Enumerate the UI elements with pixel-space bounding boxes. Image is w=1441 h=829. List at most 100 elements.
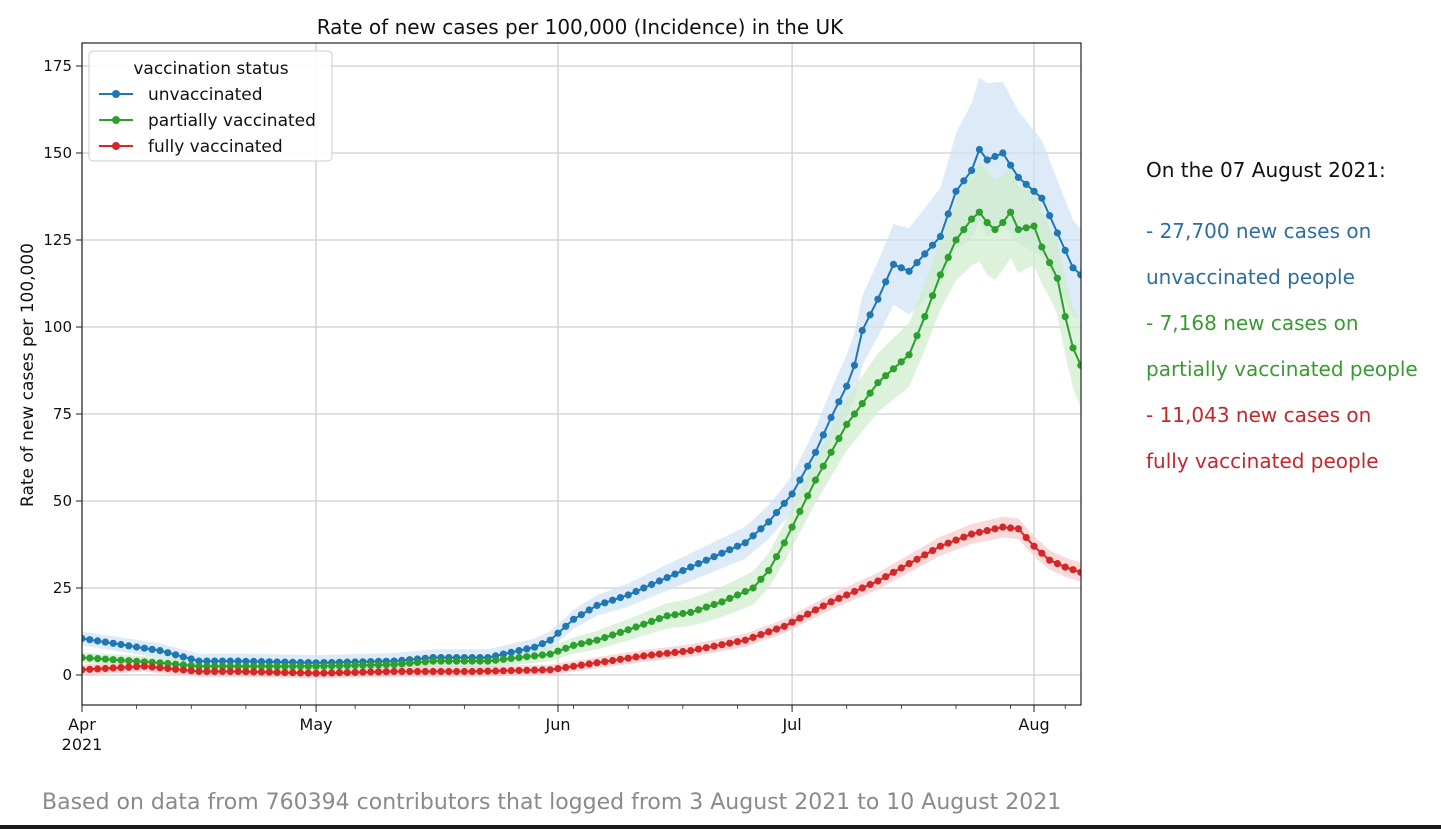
data-point (1069, 344, 1077, 352)
data-point (960, 226, 968, 234)
data-point (367, 668, 375, 676)
data-point (179, 653, 187, 661)
data-point (577, 640, 586, 648)
data-point (1093, 355, 1100, 362)
data-point (648, 651, 656, 659)
x-tick-label: Apr (68, 715, 96, 734)
data-point (866, 311, 874, 319)
legend-title: vaccination status (133, 59, 288, 79)
data-point (203, 662, 211, 670)
data-point (624, 626, 632, 634)
annotation-panel: On the 07 August 2021: - 27,700 new case… (1146, 150, 1436, 484)
data-point (991, 525, 999, 533)
data-point (702, 644, 710, 652)
data-point (468, 667, 476, 676)
data-point (788, 523, 796, 531)
data-point (975, 208, 984, 216)
confidence-band (82, 77, 1081, 671)
data-point (1030, 187, 1038, 195)
data-point (374, 661, 383, 669)
annotation-line-unvaccinated-count: - 27,700 new cases on (1146, 219, 1372, 243)
data-point (554, 647, 562, 655)
data-point (546, 666, 554, 674)
data-point (640, 652, 648, 660)
data-point (655, 577, 664, 585)
data-point (983, 156, 991, 164)
data-point (913, 332, 921, 340)
data-point (570, 615, 578, 623)
data-point (757, 575, 765, 583)
data-point (663, 574, 671, 582)
bottom-divider (0, 825, 1441, 829)
data-point (101, 638, 109, 646)
data-point (655, 650, 664, 658)
data-point (913, 259, 921, 267)
data-point (203, 657, 211, 665)
data-point (507, 667, 515, 675)
data-point (843, 420, 851, 428)
data-point (367, 661, 375, 669)
data-point (546, 650, 554, 658)
data-point (390, 661, 398, 669)
data-point (960, 533, 968, 541)
data-point (975, 528, 984, 536)
data-point (484, 667, 492, 675)
data-point (991, 152, 999, 161)
data-point (804, 462, 812, 470)
data-point (94, 655, 102, 663)
data-point (492, 667, 500, 675)
data-point (921, 250, 929, 258)
data-point (242, 668, 250, 676)
data-point (148, 645, 156, 654)
data-point (694, 606, 703, 614)
data-point (874, 577, 882, 585)
data-point (562, 663, 570, 672)
data-point (1069, 566, 1077, 574)
data-point (1077, 568, 1081, 576)
data-point (929, 292, 937, 300)
data-point (390, 667, 398, 676)
data-point (952, 187, 960, 195)
data-point (663, 612, 671, 620)
data-point (195, 662, 203, 670)
data-point (445, 657, 453, 665)
data-point (554, 629, 562, 637)
data-point (616, 628, 625, 637)
data-point (835, 434, 843, 442)
data-point (1101, 320, 1108, 327)
data-point (655, 615, 664, 623)
data-point (718, 549, 726, 557)
data-point (632, 587, 640, 596)
data-point (772, 508, 781, 517)
data-point (1061, 246, 1069, 254)
data-point (1007, 161, 1015, 169)
data-point (406, 667, 414, 676)
annotation-line-fully-count: - 11,043 new cases on (1146, 403, 1372, 427)
data-point (1007, 208, 1015, 216)
data-point (609, 631, 617, 639)
y-axis-label: Rate of new cases per 100,000 (18, 243, 38, 507)
data-point (889, 260, 898, 268)
data-point (952, 536, 960, 544)
data-point (296, 662, 305, 670)
data-point (1053, 229, 1061, 237)
data-point (827, 448, 835, 456)
data-point (117, 640, 125, 649)
data-point (289, 662, 297, 670)
data-point (811, 606, 820, 614)
data-point (749, 532, 757, 540)
data-point (86, 665, 94, 673)
data-point (1014, 525, 1023, 533)
data-point (1077, 271, 1081, 279)
data-point (133, 643, 141, 651)
data-point (499, 667, 507, 675)
data-point (1108, 358, 1115, 365)
data-point (172, 660, 180, 668)
data-point (757, 631, 765, 639)
data-point (1069, 264, 1077, 272)
data-point (679, 647, 687, 656)
data-point (570, 641, 578, 650)
data-point (1101, 362, 1108, 369)
data-point (897, 264, 905, 272)
data-point (1038, 194, 1046, 202)
